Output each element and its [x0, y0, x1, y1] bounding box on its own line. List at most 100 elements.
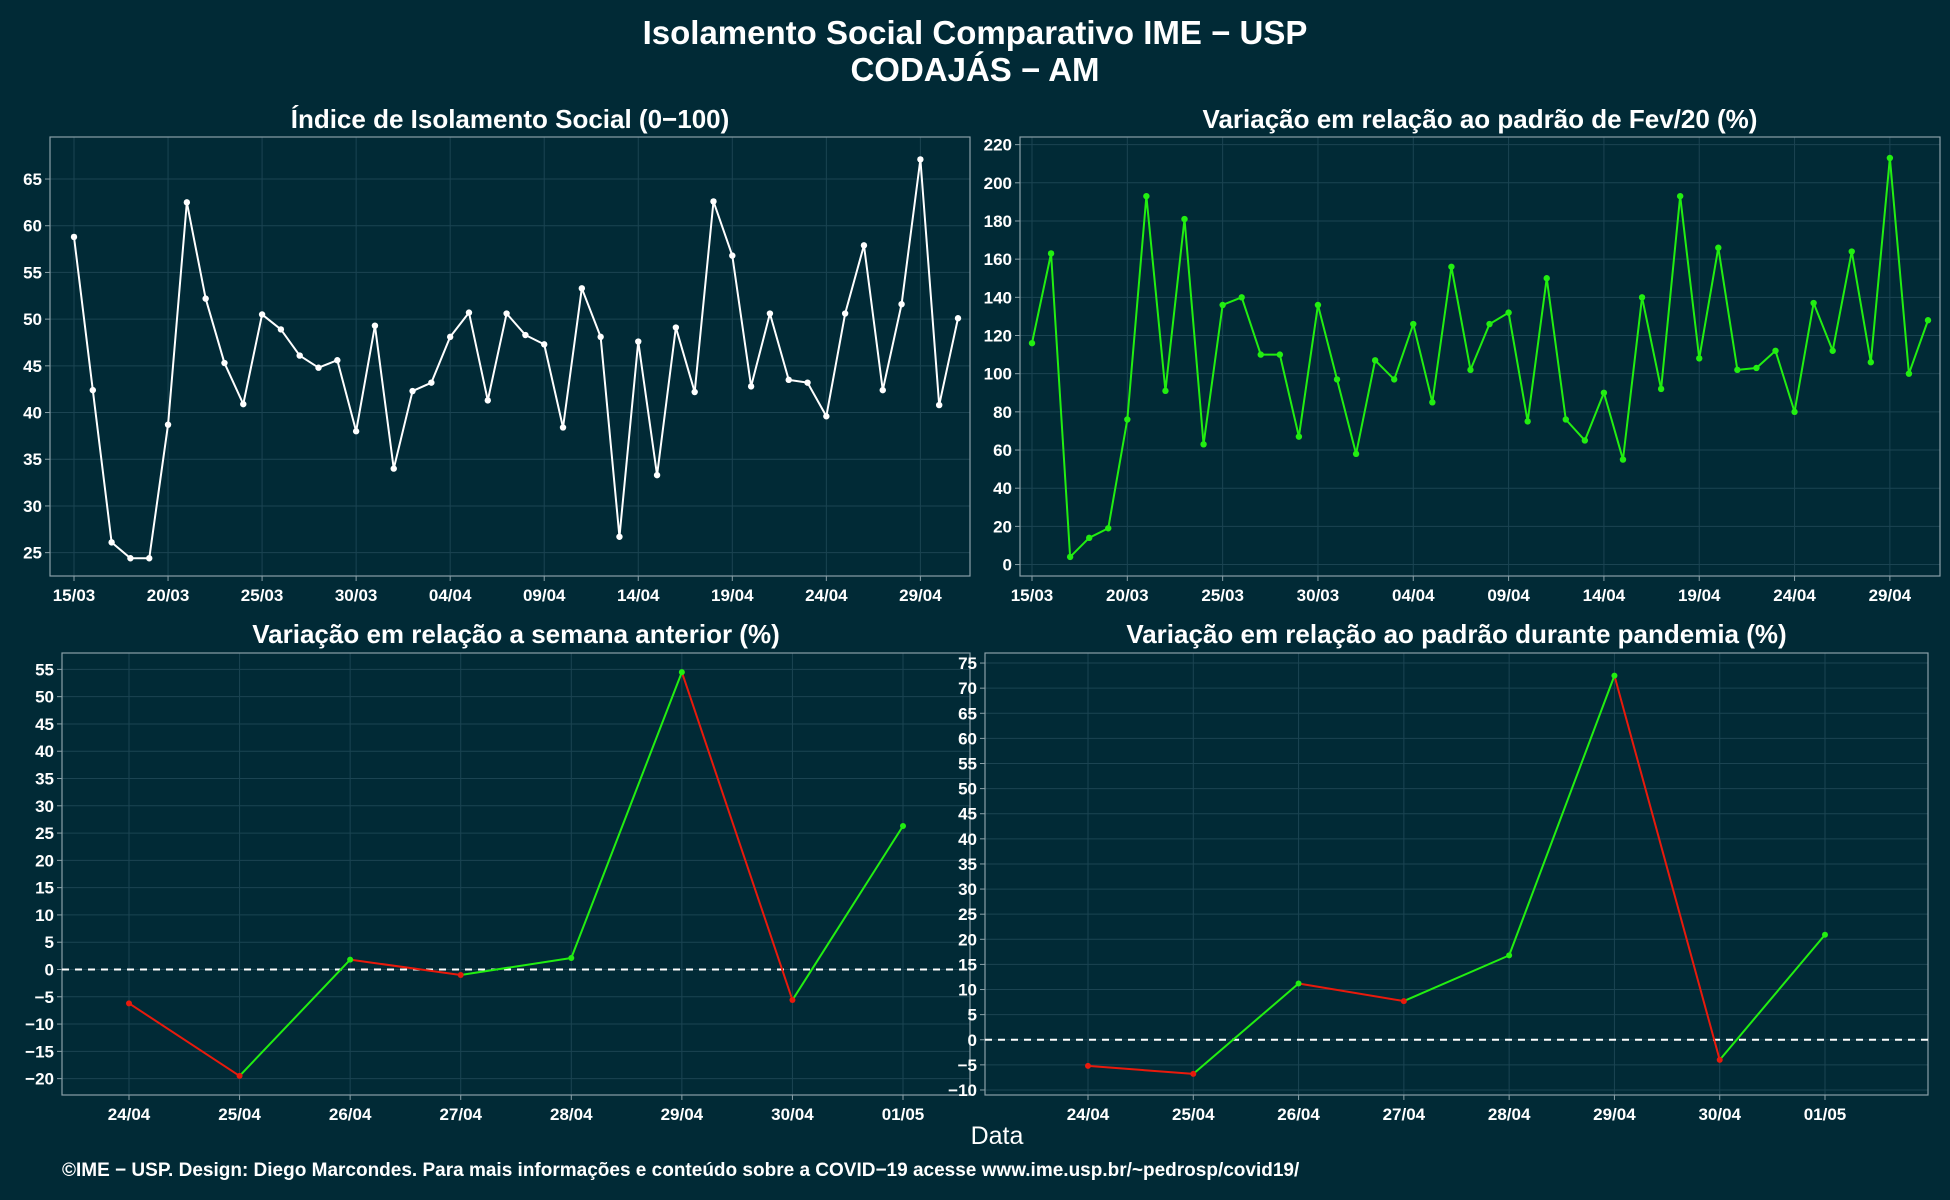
series-segment — [1526, 277, 1548, 423]
data-point — [691, 388, 698, 396]
data-point — [1143, 192, 1150, 200]
series-segment — [1050, 252, 1072, 558]
series-segment — [1869, 156, 1891, 364]
data-point — [164, 421, 172, 428]
series-segment — [1812, 302, 1834, 352]
series-segment — [900, 158, 922, 306]
data-point — [1867, 359, 1875, 366]
data-point — [1848, 248, 1855, 255]
panel-title: Variação em relação ao padrão de Fev/20 … — [1203, 104, 1758, 134]
series-segment — [349, 958, 462, 976]
data-point — [559, 424, 567, 431]
series-segment — [1488, 311, 1510, 326]
series-segment — [1564, 418, 1586, 442]
data-point — [1314, 301, 1322, 309]
series-segment — [1641, 296, 1663, 390]
x-tick-label: 25/03 — [1201, 586, 1244, 605]
data-point — [126, 1000, 132, 1007]
y-tick-label: 65 — [23, 170, 42, 189]
series-segment — [411, 381, 433, 393]
series-segment — [1316, 303, 1339, 381]
data-point — [804, 379, 811, 386]
y-tick-label: 140 — [984, 288, 1012, 307]
x-tick-label: 29/04 — [1593, 1105, 1636, 1124]
series-segment — [430, 335, 452, 384]
series-segment — [1888, 156, 1910, 375]
series-segment — [1107, 418, 1129, 530]
data-point — [1924, 317, 1932, 324]
data-point — [789, 997, 796, 1004]
data-point — [1219, 301, 1226, 309]
x-tick-label: 25/04 — [218, 1105, 261, 1124]
data-point — [841, 310, 849, 317]
series-segment — [467, 311, 489, 402]
y-tick-label: −5 — [35, 988, 54, 1007]
data-point — [1400, 998, 1407, 1005]
data-point — [1410, 320, 1417, 328]
y-tick-label: 45 — [23, 357, 42, 376]
x-tick-label: 29/04 — [1869, 586, 1912, 605]
series-segment — [791, 824, 904, 1002]
series-segment — [1660, 195, 1682, 390]
series-segment — [1698, 246, 1720, 360]
series-segment — [373, 324, 395, 470]
x-tick-label: 01/05 — [1804, 1105, 1847, 1124]
data-point — [221, 359, 228, 367]
series-segment — [1507, 311, 1529, 423]
data-point — [1371, 357, 1379, 364]
data-point — [1181, 215, 1188, 223]
y-tick-label: 65 — [958, 704, 977, 723]
footer-credit: ©IME − USP. Design: Diego Marcondes. Par… — [62, 1160, 1300, 1181]
series-segment — [336, 359, 358, 433]
data-point — [1352, 450, 1360, 458]
y-tick-label: 25 — [35, 824, 54, 843]
y-tick-label: 5 — [45, 933, 54, 952]
y-tick-label: 100 — [984, 365, 1012, 384]
y-tick-label: 20 — [35, 851, 54, 870]
y-tick-label: 55 — [35, 660, 54, 679]
x-tick-label: 09/04 — [523, 586, 566, 605]
series-segment — [1087, 1064, 1195, 1075]
y-tick-label: 60 — [993, 441, 1012, 460]
series-segment — [656, 326, 677, 477]
data-point — [1124, 416, 1131, 423]
series-segment — [91, 389, 113, 544]
panel-title: Índice de Isolamento Social (0−100) — [291, 104, 730, 134]
data-point — [568, 955, 575, 962]
data-point — [127, 555, 134, 562]
y-tick-label: 40 — [958, 830, 977, 849]
x-tick-label: 28/04 — [1488, 1105, 1531, 1124]
data-point — [1619, 456, 1627, 463]
x-tick-label: 26/04 — [1277, 1105, 1320, 1124]
data-point — [457, 971, 464, 978]
y-tick-label: 35 — [35, 770, 54, 789]
data-point — [1200, 441, 1207, 448]
data-point — [334, 357, 341, 364]
data-point — [935, 401, 943, 409]
series-segment — [1164, 218, 1186, 392]
data-point — [1562, 416, 1569, 423]
y-tick-label: 40 — [993, 479, 1012, 498]
data-point — [347, 956, 354, 963]
y-tick-label: −20 — [25, 1070, 54, 1089]
x-tick-label: 14/04 — [1583, 586, 1626, 605]
y-tick-label: −15 — [25, 1042, 54, 1061]
data-point — [236, 1072, 243, 1079]
y-tick-label: 15 — [35, 879, 54, 898]
series-segment — [674, 326, 696, 393]
x-tick-label: 28/04 — [550, 1105, 593, 1124]
data-point — [823, 413, 830, 420]
series-segment — [1755, 349, 1777, 369]
data-point — [541, 341, 548, 348]
data-point — [879, 386, 886, 394]
chart-panel-4: Variação em relação ao padrão durante pa… — [948, 619, 1929, 1124]
y-tick-label: 10 — [35, 906, 54, 925]
y-tick-label: 50 — [35, 688, 54, 707]
data-point — [1829, 347, 1836, 354]
x-tick-label: 14/04 — [617, 586, 660, 605]
y-tick-label: 25 — [958, 905, 977, 924]
series-segment — [279, 328, 301, 357]
series-segment — [1278, 353, 1300, 438]
y-tick-label: −10 — [25, 1015, 54, 1034]
